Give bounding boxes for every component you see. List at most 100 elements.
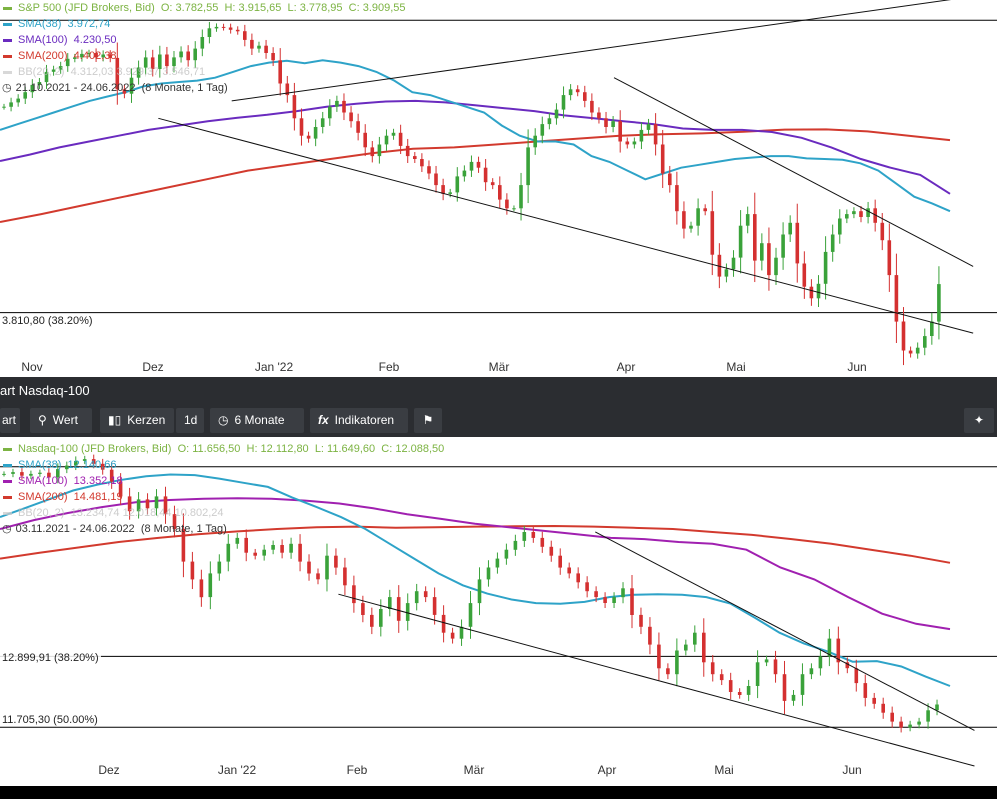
indicator-label: SMA(200) [18, 491, 68, 503]
candle-body [74, 460, 78, 466]
indicator-label: BB(20, 2) [18, 66, 65, 78]
period: (8 Monate, 1 Tag) [140, 523, 227, 535]
sma200-line [0, 524, 951, 564]
candle-body [432, 597, 437, 615]
trendline [231, 0, 952, 102]
indicator-bb[interactable]: BB(20, 2) 13.234,74 12.018,44 10.802,24 [0, 505, 444, 521]
candle-body [30, 84, 35, 93]
candle-body [434, 173, 438, 186]
candle-body [731, 257, 736, 270]
candle-body [498, 185, 502, 200]
candle-body [612, 597, 616, 603]
candle-body [746, 686, 751, 695]
candle-body [235, 537, 240, 544]
candles-button[interactable]: ▮▯ Kerzen [100, 408, 174, 433]
candle-body [760, 243, 764, 261]
candle-body [755, 662, 760, 686]
settings-button[interactable]: ✦ [964, 408, 994, 433]
indicators-button[interactable]: fx Indikatoren [310, 408, 408, 433]
candle-body [854, 668, 859, 684]
candle-body [257, 45, 261, 49]
candle-body [11, 472, 15, 474]
candle-body [859, 211, 863, 217]
candle-body [666, 668, 670, 675]
candles-button-label: Kerzen [127, 413, 166, 427]
candle-body [38, 472, 42, 474]
candle-body [307, 561, 311, 574]
candle-body [621, 588, 625, 598]
candle-body [689, 225, 693, 229]
candle-body [448, 192, 452, 194]
candle-body [289, 543, 293, 553]
candle-body [343, 567, 347, 586]
candle-body [200, 37, 205, 49]
candle-body [264, 45, 268, 53]
candle-body [320, 118, 325, 127]
sp500-chart-svg[interactable] [0, 0, 997, 377]
candle-body [193, 48, 197, 61]
candle-body [253, 552, 257, 556]
x-axis-tick-label: Nov [21, 360, 43, 374]
candle-body [370, 147, 375, 157]
indicator-value: 12.140,66 [67, 459, 117, 471]
date-range-row: ◷ 03.11.2021 - 24.06.2022 (8 Monate, 1 T… [0, 521, 444, 537]
indicator-value: 13.234,74 12.018,44 10.802,24 [70, 507, 224, 519]
nasdaq-legend: Nasdaq-100 (JFD Brokers, Bid) O: 11.656,… [0, 441, 444, 537]
candle-body [774, 257, 778, 276]
candle-body [136, 499, 141, 512]
candle-body [845, 662, 850, 669]
candle-body [398, 132, 403, 146]
candle-body [682, 211, 686, 229]
candle-body [866, 208, 870, 217]
chart-button[interactable]: art [0, 408, 20, 433]
candle-body [576, 573, 580, 583]
sp500-chart-panel[interactable]: S&P 500 (JFD Brokers, Bid) O: 3.782,55 H… [0, 0, 997, 377]
flag-button[interactable]: ⚑ [414, 408, 442, 433]
candle-body [513, 540, 518, 550]
indicator-sma38[interactable]: SMA(38) 12.140,66 [0, 457, 444, 473]
candle-body [363, 132, 367, 148]
candle-body [158, 54, 162, 69]
candle-body [540, 124, 545, 136]
candle-body [391, 132, 396, 136]
indicator-sma200[interactable]: SMA(200) 14.481,19 [0, 489, 444, 505]
sp500-legend: S&P 500 (JFD Brokers, Bid) O: 3.782,55 H… [0, 0, 406, 96]
value-button[interactable]: ⚲ Wert [30, 408, 92, 433]
candle-body [122, 89, 127, 94]
candle-body [145, 499, 150, 509]
candle-body [668, 173, 672, 186]
candle-body [531, 532, 536, 538]
candle-body [657, 644, 661, 669]
x-axis-tick-label: Mär [488, 360, 510, 374]
range-button[interactable]: ◷ 6 Monate [210, 408, 304, 433]
indicator-label: SMA(100) [18, 475, 68, 487]
indicator-sma100[interactable]: SMA(100) 4.230,50 [0, 32, 406, 48]
candle-body [881, 703, 885, 713]
candle-body [44, 71, 49, 83]
indicator-bb[interactable]: BB(20, 2) 4.312,03 3.929,37 3.546,71 [0, 64, 406, 80]
candle-body [172, 514, 177, 529]
sparkle-icon: ✦ [973, 413, 985, 427]
candle-body [377, 144, 382, 157]
indicator-value: 4.312,03 3.929,37 3.546,71 [70, 66, 206, 78]
candle-body [316, 573, 320, 580]
nasdaq-chart-svg[interactable] [0, 437, 997, 786]
trendline [613, 77, 974, 267]
candle-body [221, 26, 226, 28]
indicator-sma100[interactable]: SMA(100) 13.352,18 [0, 473, 444, 489]
candle-body [568, 89, 573, 96]
candle-body [143, 57, 148, 68]
candle-body [150, 57, 155, 69]
candle-body [325, 555, 329, 580]
candle-body [603, 597, 607, 603]
candle-body [816, 283, 821, 299]
nasdaq-chart-panel[interactable]: Nasdaq-100 (JFD Brokers, Bid) O: 11.656,… [0, 437, 997, 786]
interval-button[interactable]: 1d [176, 408, 204, 433]
candle-body [791, 694, 796, 701]
indicators-button-label: Indikatoren [334, 413, 395, 427]
candle-body [208, 573, 213, 598]
indicator-sma38[interactable]: SMA(38) 3.972,74 [0, 16, 406, 32]
candle-body [235, 29, 240, 32]
indicator-sma200[interactable]: SMA(200) 4.402,38 [0, 48, 406, 64]
candle-body [292, 95, 297, 119]
